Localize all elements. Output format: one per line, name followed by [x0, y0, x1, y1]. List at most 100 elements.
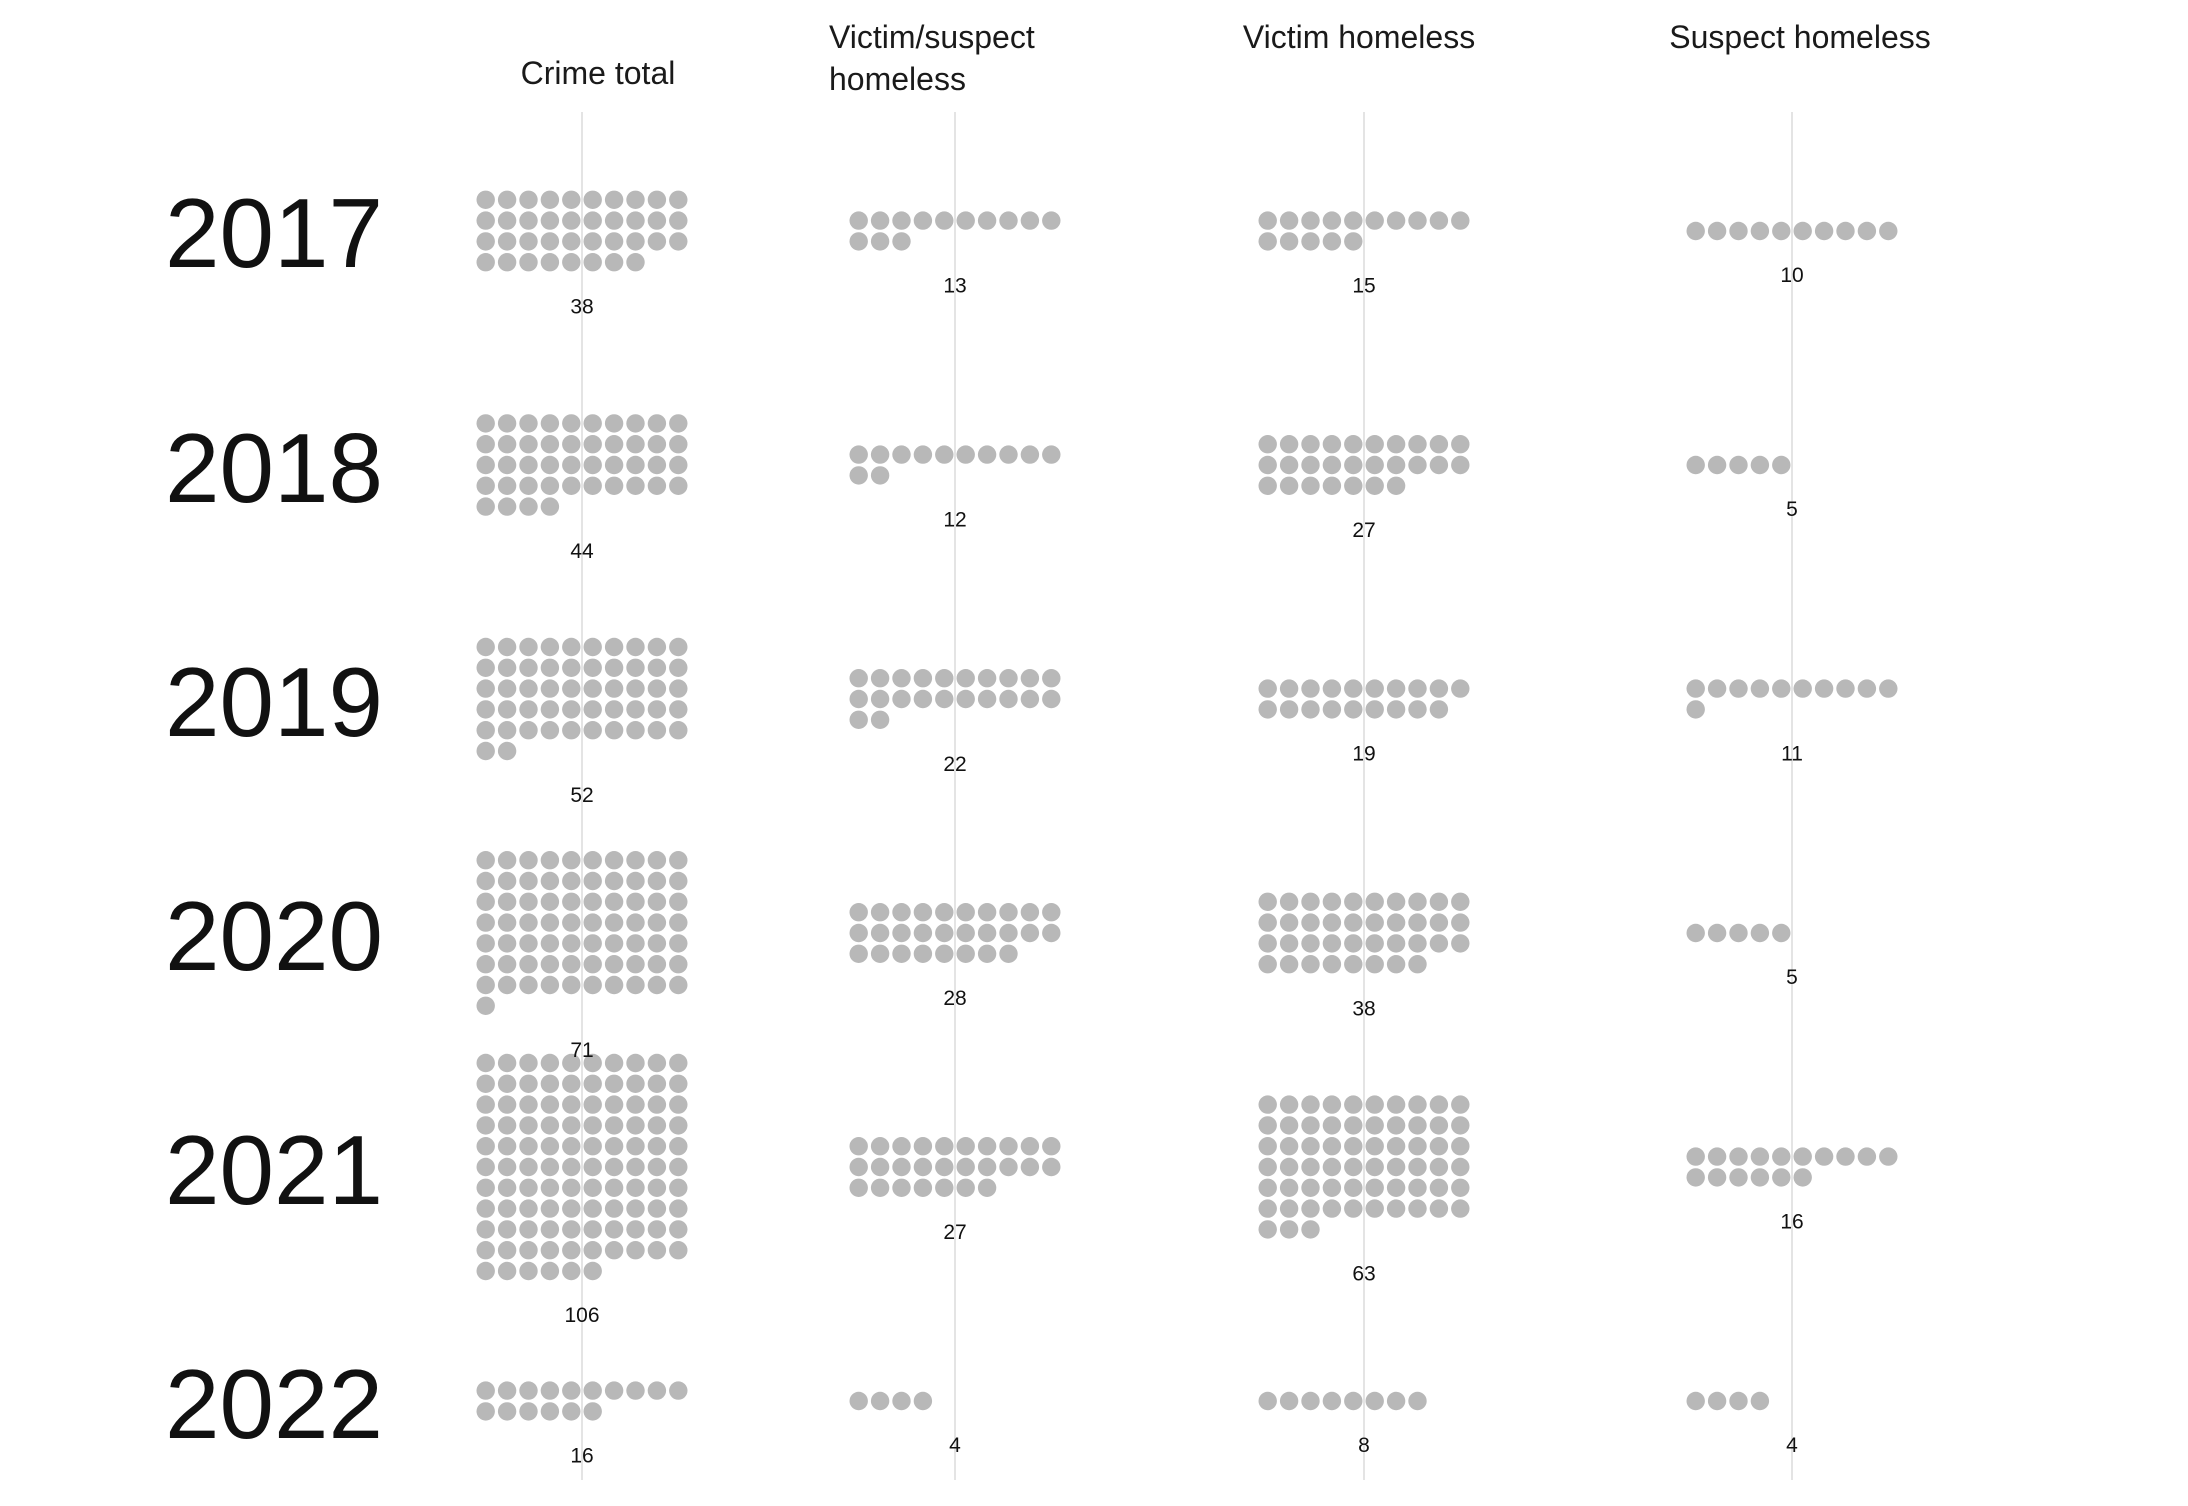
dot — [669, 1381, 688, 1400]
dot — [849, 1137, 868, 1156]
dot — [1279, 934, 1299, 953]
dot — [604, 253, 624, 272]
year-label-2019: 2019 — [165, 647, 383, 757]
dot — [497, 1199, 517, 1218]
dot — [1279, 455, 1299, 475]
dot — [1344, 1157, 1363, 1177]
dot — [476, 1381, 495, 1400]
dot — [1258, 679, 1277, 698]
dot — [647, 700, 667, 719]
dot — [519, 658, 538, 677]
dot — [977, 445, 997, 464]
dot — [562, 955, 581, 974]
dot — [977, 669, 997, 688]
dot — [1279, 913, 1299, 932]
dot — [1386, 955, 1406, 974]
dot — [1451, 1199, 1470, 1218]
dot — [669, 637, 688, 657]
dot — [476, 253, 495, 272]
dot — [1386, 455, 1406, 475]
dot — [1258, 913, 1277, 932]
dot — [1365, 1199, 1384, 1218]
dot — [626, 721, 645, 740]
dot — [1322, 1391, 1342, 1411]
dot — [583, 1137, 602, 1156]
dot — [540, 1178, 560, 1198]
dot — [583, 1157, 602, 1177]
dot — [476, 741, 495, 761]
dot — [1707, 221, 1727, 241]
dot — [647, 637, 667, 657]
dot — [497, 851, 517, 870]
dot — [519, 455, 538, 475]
dot — [540, 975, 560, 995]
dot — [583, 975, 602, 995]
dot — [892, 232, 911, 251]
dot — [1408, 1157, 1427, 1177]
dot-group-2019-crime_total — [476, 637, 688, 761]
dot — [1793, 221, 1812, 241]
dot — [1279, 211, 1299, 230]
dot — [669, 232, 688, 251]
dot — [1836, 221, 1855, 241]
dot — [1814, 1147, 1834, 1166]
dot — [519, 851, 538, 870]
dot — [1344, 232, 1363, 251]
dot — [476, 1095, 495, 1114]
dot — [604, 955, 624, 974]
dot — [604, 1381, 624, 1400]
dot — [1408, 1199, 1427, 1218]
dot — [562, 1261, 581, 1281]
dot — [562, 414, 581, 433]
dot — [540, 211, 560, 230]
count-label-2022-victim_homeless: 8 — [1358, 1434, 1370, 1457]
dot — [583, 658, 602, 677]
dot — [999, 689, 1018, 709]
dot — [647, 1095, 667, 1114]
dot — [849, 903, 868, 922]
dot — [1042, 689, 1061, 709]
count-label-2018-victim_homeless: 27 — [1352, 519, 1375, 542]
dot — [1020, 1157, 1040, 1177]
dot — [977, 689, 997, 709]
dot — [1386, 211, 1406, 230]
year-label-2018: 2018 — [165, 413, 383, 523]
dot-group-2018-suspect_homeless — [1686, 455, 1791, 475]
dot — [626, 1137, 645, 1156]
dot — [1793, 1147, 1812, 1166]
dot — [626, 1199, 645, 1218]
dot — [519, 955, 538, 974]
dot — [476, 851, 495, 870]
count-label-2017-crime_total: 38 — [570, 295, 593, 318]
dot — [626, 1116, 645, 1135]
dot — [1429, 435, 1449, 454]
dot — [540, 871, 560, 891]
dot — [519, 211, 538, 230]
dot — [497, 455, 517, 475]
dot — [519, 975, 538, 995]
dot — [1020, 1137, 1040, 1156]
dot — [1322, 1137, 1342, 1156]
dot — [956, 669, 975, 688]
dot — [1879, 679, 1898, 698]
dot — [1258, 1220, 1277, 1239]
dot — [1301, 1116, 1320, 1135]
dot — [1020, 903, 1040, 922]
dot — [647, 1199, 667, 1218]
dot — [1408, 934, 1427, 953]
dot — [1707, 1168, 1727, 1187]
dot — [1279, 955, 1299, 974]
dot — [1686, 455, 1705, 475]
dot — [892, 944, 911, 963]
dot — [519, 435, 538, 454]
dot — [583, 435, 602, 454]
dot — [1365, 1116, 1384, 1135]
dot — [519, 476, 538, 495]
dot — [1729, 455, 1748, 475]
dot — [669, 1095, 688, 1114]
dot — [1386, 1137, 1406, 1156]
dot — [519, 414, 538, 433]
dot — [626, 1241, 645, 1260]
dot — [604, 1137, 624, 1156]
